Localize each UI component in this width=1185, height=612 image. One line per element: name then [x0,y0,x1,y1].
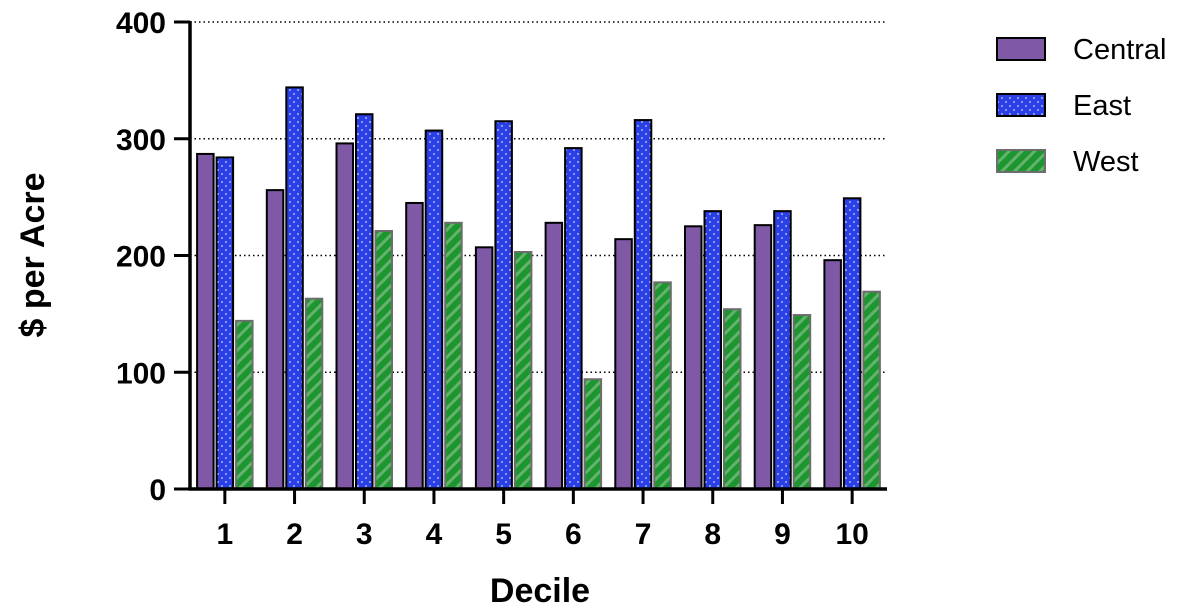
bar-central-6 [544,221,564,490]
legend-swatch-central [996,37,1046,61]
bar-east-4 [424,129,444,490]
bar-central-4 [405,201,424,490]
bar-east-2 [285,86,304,490]
x-tick-label: 1 [217,518,234,551]
x-tick-label: 2 [286,518,303,551]
x-axis-title: Decile [490,572,590,610]
bar-east-10 [842,197,862,490]
bar-west-6 [583,378,603,491]
legend-swatch-west [996,149,1046,173]
tick-labels: 0 100 200 300 400 1 2 3 4 5 6 7 8 9 10 [116,7,869,551]
bar-west-2 [304,297,324,491]
x-tick-label: 9 [774,518,791,551]
bar-east-1 [215,156,235,490]
bar-central-3 [335,142,354,490]
bar-central-1 [196,152,215,491]
bar-central-9 [753,224,773,491]
bar-central-5 [474,246,494,490]
bar-east-9 [773,210,792,490]
bar-west-3 [374,229,393,490]
bar-west-7 [653,281,672,491]
legend-label-west: West [1073,146,1139,178]
bar-west-9 [792,314,812,491]
bar-central-7 [614,238,633,490]
y-tick-label: 0 [149,474,166,507]
x-tick-label: 3 [356,518,373,551]
legend-label-central: Central [1073,34,1167,66]
y-tick-label: 300 [116,124,166,157]
bar-central-10 [823,259,842,491]
y-tick-label: 200 [116,241,166,274]
bar-west-4 [444,221,463,490]
legend: Central East West [996,34,1167,178]
bar-west-5 [513,250,533,490]
bar-east-7 [633,119,653,490]
bar-central-2 [265,189,285,490]
x-tick-label: 4 [426,518,443,551]
bar-east-8 [703,210,722,490]
x-tick-label: 10 [835,518,868,551]
bar-west-1 [235,319,254,490]
x-tick-label: 7 [635,518,652,551]
x-tick-label: 6 [565,518,582,551]
y-axis-title: $ per Acre [14,172,52,337]
legend-swatch-east [996,93,1046,117]
x-tick-label: 5 [495,518,512,551]
bar-central-8 [684,225,703,490]
legend-label-east: East [1073,90,1131,122]
axes [174,20,887,504]
y-tick-label: 100 [116,357,166,390]
x-tick-label: 8 [704,518,721,551]
bar-east-3 [355,113,374,490]
bar-east-5 [494,120,513,491]
bar-west-8 [723,308,742,490]
bar-west-10 [862,290,881,490]
bars [196,86,881,491]
bar-east-6 [564,147,583,490]
y-tick-label: 400 [116,7,166,40]
